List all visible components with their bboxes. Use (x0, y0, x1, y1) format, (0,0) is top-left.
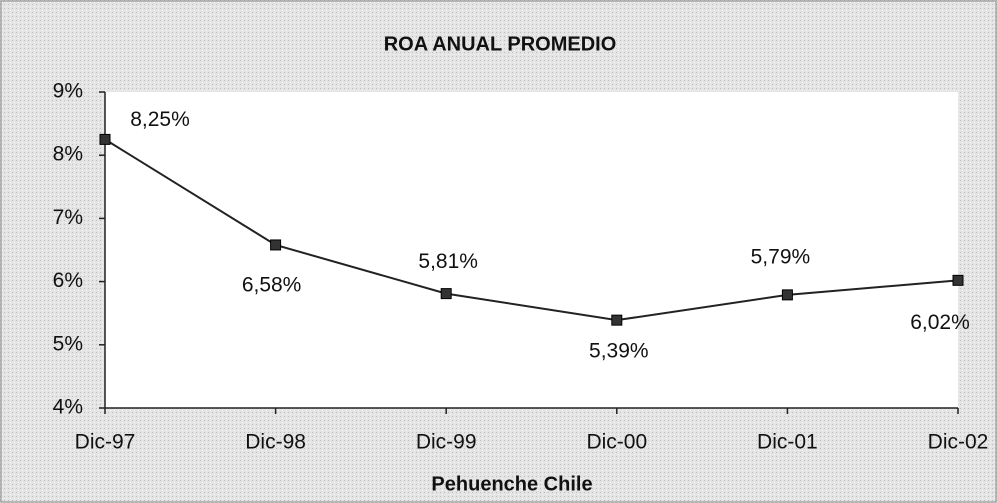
x-tick-label: Dic-97 (75, 431, 136, 454)
data-label: 5,39% (589, 340, 649, 363)
x-tick-label: Dic-02 (928, 431, 989, 454)
chart-title: ROA ANUAL PROMEDIO (384, 33, 617, 55)
marker (99, 133, 111, 145)
x-axis-label: Pehuenche Chile (431, 473, 592, 495)
x-tick-label: Dic-98 (245, 431, 306, 454)
y-tick-label: 4% (53, 396, 83, 419)
x-tick-label: Dic-01 (757, 431, 818, 454)
y-tick-label: 8% (53, 143, 83, 166)
x-tick-label: Dic-00 (586, 431, 647, 454)
marker (781, 289, 793, 301)
line (104, 138, 959, 322)
marker (270, 239, 282, 251)
y-tick-label: 5% (53, 332, 83, 355)
data-label: 5,79% (751, 245, 811, 268)
y-tick-label: 7% (53, 206, 83, 229)
data-label: 5,81% (418, 250, 478, 273)
data-label: 8,25% (130, 108, 190, 131)
y-tick-label: 6% (53, 269, 83, 292)
y-tick-label: 9% (53, 80, 83, 103)
x-tick-label: Dic-99 (416, 431, 477, 454)
data-label: 6,58% (242, 273, 302, 296)
data-label: 6,02% (910, 311, 970, 334)
plot-area (105, 92, 958, 408)
marker (952, 274, 964, 286)
marker (611, 314, 623, 326)
marker (440, 288, 452, 300)
